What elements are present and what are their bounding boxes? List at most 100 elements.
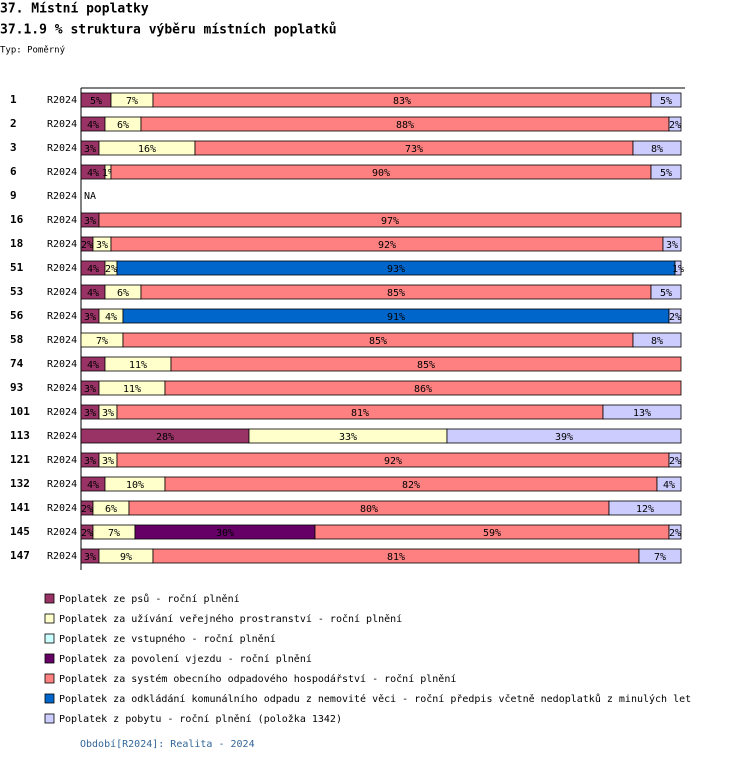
bar-segment bbox=[674, 260, 682, 276]
legend-swatch bbox=[44, 713, 55, 724]
value-label: 2% bbox=[669, 528, 681, 539]
value-label: 13% bbox=[633, 408, 651, 419]
category-label: 56 bbox=[10, 309, 24, 322]
value-label: 1% bbox=[672, 264, 684, 275]
period-label: R2024 bbox=[47, 383, 77, 394]
value-label: 81% bbox=[351, 408, 369, 419]
bar-segment bbox=[650, 164, 682, 180]
value-label: 3% bbox=[84, 144, 96, 155]
value-label: 73% bbox=[405, 144, 423, 155]
value-label: 2% bbox=[669, 312, 681, 323]
value-label: 12% bbox=[636, 504, 654, 515]
value-label: 2% bbox=[81, 240, 93, 251]
legend-label: Poplatek za povolení vjezdu - roční plně… bbox=[59, 653, 312, 665]
na-label: NA bbox=[84, 191, 96, 202]
value-label: 9% bbox=[120, 552, 132, 563]
legend-swatch bbox=[44, 673, 55, 684]
bar-segment bbox=[650, 284, 682, 300]
category-label: 2 bbox=[10, 117, 17, 130]
value-label: 10% bbox=[126, 480, 144, 491]
legend-label: Poplatek ze vstupného - roční plnění bbox=[59, 633, 276, 645]
category-label: 6 bbox=[10, 165, 17, 178]
legend-label: Poplatek ze psů - roční plnění bbox=[59, 593, 240, 605]
period-label: R2024 bbox=[47, 527, 77, 538]
period-label: R2024 bbox=[47, 335, 77, 346]
legend-swatch bbox=[44, 593, 55, 604]
period-label: R2024 bbox=[47, 407, 77, 418]
value-label: 3% bbox=[84, 456, 96, 467]
legend-label: Poplatek za systém obecního odpadového h… bbox=[59, 673, 456, 685]
period-label: R2024 bbox=[47, 455, 77, 466]
value-label: 81% bbox=[387, 552, 405, 563]
period-label: R2024 bbox=[47, 119, 77, 130]
value-label: 5% bbox=[90, 96, 102, 107]
category-label: 58 bbox=[10, 333, 23, 346]
bar-segment bbox=[638, 548, 682, 564]
category-label: 51 bbox=[10, 261, 24, 274]
value-label: 85% bbox=[417, 360, 435, 371]
period-label: R2024 bbox=[47, 95, 77, 106]
section-title: 37. Místní poplatky bbox=[0, 2, 149, 17]
chart-subtitle: Typ: Poměrný bbox=[0, 46, 66, 56]
value-label: 5% bbox=[660, 168, 672, 179]
value-label: 7% bbox=[126, 96, 138, 107]
period-label: R2024 bbox=[47, 143, 77, 154]
period-label: R2024 bbox=[47, 191, 77, 202]
bar-segment bbox=[668, 524, 682, 540]
value-label: 3% bbox=[102, 408, 114, 419]
legend-swatch bbox=[44, 653, 55, 664]
category-label: 93 bbox=[10, 381, 23, 394]
bar-segment bbox=[668, 116, 682, 132]
period-label: R2024 bbox=[47, 479, 77, 490]
value-label: 80% bbox=[360, 504, 378, 515]
value-label: 2% bbox=[81, 528, 93, 539]
period-label: R2024 bbox=[47, 167, 77, 178]
value-label: 28% bbox=[156, 432, 174, 443]
legend-swatch bbox=[44, 633, 55, 644]
bar-segment bbox=[662, 236, 682, 252]
period-label: R2024 bbox=[47, 359, 77, 370]
bar-segment bbox=[98, 212, 682, 228]
bar-segment bbox=[608, 500, 682, 516]
period-label: R2024 bbox=[47, 503, 77, 514]
value-label: 4% bbox=[87, 360, 99, 371]
bar-segment bbox=[632, 332, 682, 348]
value-label: 7% bbox=[108, 528, 120, 539]
category-label: 145 bbox=[10, 525, 30, 538]
bar-segment bbox=[446, 428, 682, 444]
value-label: 2% bbox=[81, 504, 93, 515]
category-label: 1 bbox=[10, 93, 17, 106]
value-label: 11% bbox=[129, 360, 147, 371]
value-label: 4% bbox=[87, 168, 99, 179]
category-label: 16 bbox=[10, 213, 24, 226]
value-label: 3% bbox=[84, 408, 96, 419]
bar-segment bbox=[656, 476, 682, 492]
period-label: R2024 bbox=[47, 263, 77, 274]
bar-segment bbox=[632, 140, 682, 156]
legend-label: Poplatek z pobytu - roční plnění (položk… bbox=[59, 713, 342, 725]
category-label: 101 bbox=[10, 405, 30, 418]
value-label: 90% bbox=[372, 168, 390, 179]
value-label: 6% bbox=[117, 288, 129, 299]
legend-label: Poplatek za užívání veřejného prostranst… bbox=[59, 613, 402, 625]
value-label: 2% bbox=[105, 264, 117, 275]
bar-segment bbox=[668, 308, 682, 324]
category-label: 121 bbox=[10, 453, 30, 466]
value-label: 39% bbox=[555, 432, 573, 443]
value-label: 92% bbox=[378, 240, 396, 251]
bar-segment bbox=[164, 380, 682, 396]
value-label: 92% bbox=[384, 456, 402, 467]
value-label: 3% bbox=[666, 240, 678, 251]
category-label: 18 bbox=[10, 237, 23, 250]
value-label: 33% bbox=[339, 432, 357, 443]
category-label: 132 bbox=[10, 477, 30, 490]
value-label: 2% bbox=[669, 456, 681, 467]
bar-segment bbox=[602, 404, 682, 420]
value-label: 88% bbox=[396, 120, 414, 131]
value-label: 97% bbox=[381, 216, 399, 227]
value-label: 6% bbox=[117, 120, 129, 131]
value-label: 7% bbox=[654, 552, 666, 563]
value-label: 3% bbox=[84, 552, 96, 563]
